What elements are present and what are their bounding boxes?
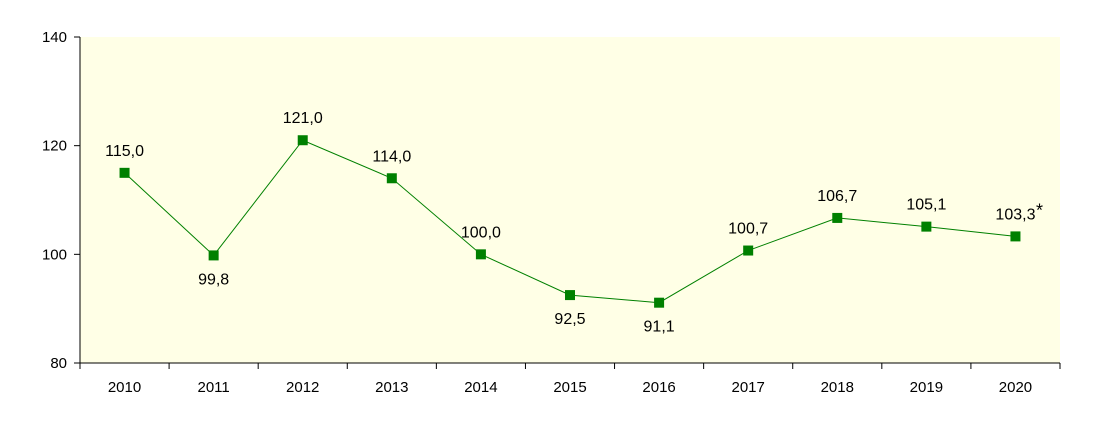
y-tick-label: 140: [42, 29, 67, 46]
plot-area: [80, 37, 1060, 363]
data-point: [654, 297, 665, 308]
x-tick-label: 2020: [999, 379, 1032, 396]
data-point: [565, 290, 575, 301]
data-point: [386, 173, 397, 184]
x-tick-labels: 2010 2011 2012 2013 2014 2015 2016 2017 2018 2019…: [108, 379, 1032, 396]
data-point: [832, 212, 843, 223]
data-point: [208, 250, 219, 261]
x-tick-label: 2014: [464, 379, 497, 396]
y-tick-label: 100: [42, 246, 67, 263]
data-label: 115,0: [105, 143, 144, 160]
data-label: 105,1: [906, 197, 946, 214]
x-tick-label: 2018: [821, 379, 854, 396]
data-point: [921, 221, 932, 232]
axes: [74, 36, 1061, 369]
data-point: [297, 135, 308, 146]
x-tick-label: 2011: [198, 379, 230, 396]
data-labels: 115,0 99,8 121,0 114,0 100,0 92,5 91,1 100,7 106…: [105, 110, 1043, 335]
y-tick-labels: 80 100 120 140: [42, 29, 67, 372]
data-label: 100,0: [461, 224, 501, 241]
data-label: 121,0: [283, 110, 323, 127]
data-point: [475, 249, 486, 260]
data-point: [119, 167, 130, 178]
data-label: 99,8: [198, 271, 229, 288]
x-tick-label: 2015: [553, 379, 586, 396]
data-label: 114,0: [372, 148, 411, 165]
y-tick-label: 120: [42, 138, 67, 155]
x-tick-label: 2010: [108, 379, 141, 396]
data-point: [1010, 231, 1021, 242]
data-label: 106,7: [817, 188, 857, 205]
x-tick-label: 2013: [375, 379, 408, 396]
x-tick-label: 2016: [642, 379, 675, 396]
data-label: 100,7: [728, 221, 768, 238]
x-tick-label: 2017: [731, 379, 764, 396]
data-label: 92,5: [554, 311, 585, 328]
series-group: [119, 135, 1021, 308]
data-point: [743, 245, 754, 256]
y-tick-label: 80: [50, 355, 67, 372]
x-tick-label: 2019: [910, 379, 943, 396]
x-tick-label: 2012: [286, 379, 319, 396]
annotation-asterisk: *: [1036, 200, 1043, 220]
data-label: 103,3: [995, 206, 1035, 223]
data-label: 91,1: [644, 319, 675, 336]
